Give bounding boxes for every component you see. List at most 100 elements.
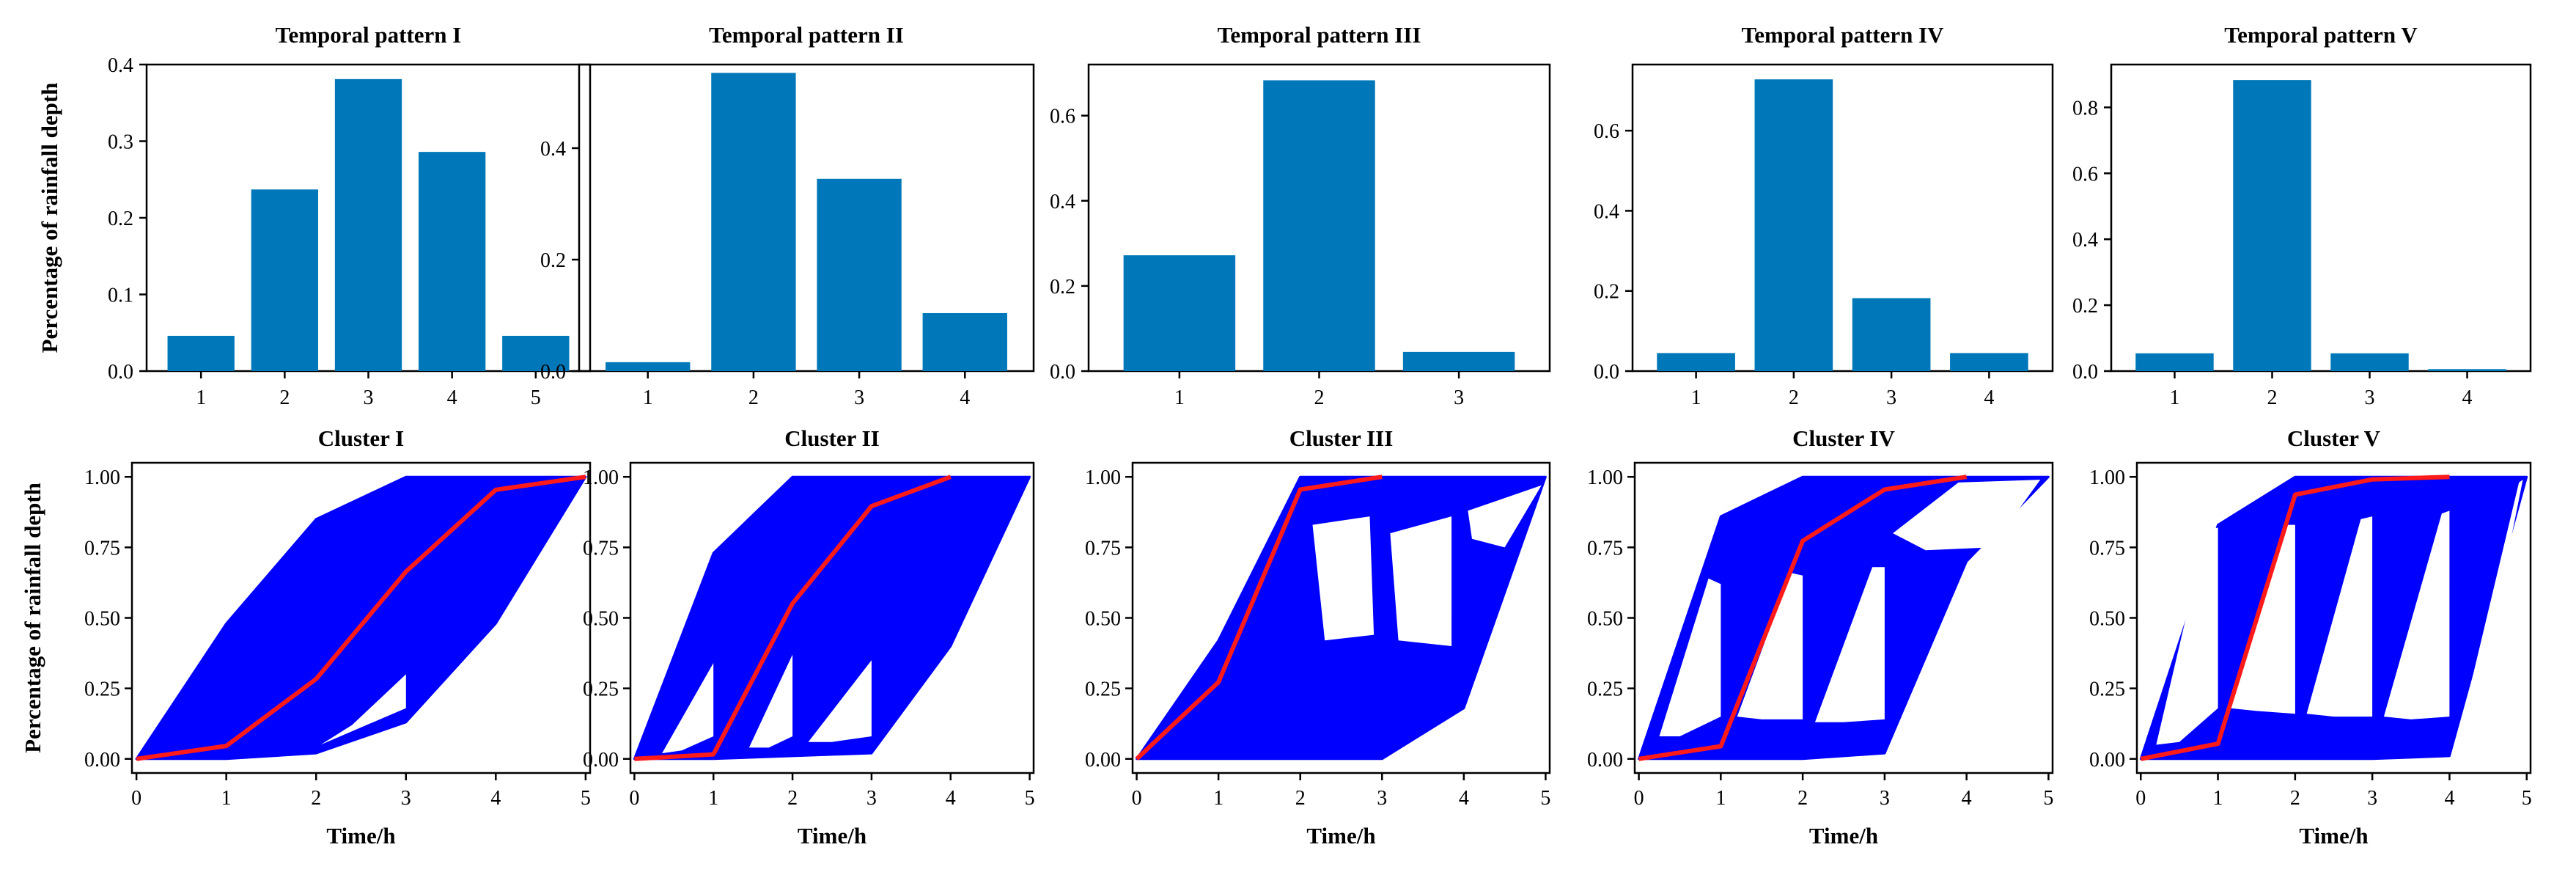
y-tick-label: 1.00 <box>1587 466 1623 489</box>
x-tick-label: 4 <box>2444 787 2454 810</box>
y-tick-label: 0.0 <box>540 361 566 384</box>
band-gap <box>1468 485 1542 548</box>
chart-title: Temporal pattern I <box>276 22 462 48</box>
chart-title: Temporal pattern V <box>2224 22 2418 48</box>
chart-title: Cluster I <box>318 425 404 451</box>
x-tick-label: 0 <box>131 787 141 810</box>
y-tick-label: 0.00 <box>2089 749 2125 772</box>
x-tick-label: 3 <box>401 787 411 810</box>
x-axis-label: Time/h <box>1306 823 1375 849</box>
y-tick-label: 0.00 <box>1085 749 1121 772</box>
y-tick-label: 1.00 <box>1085 466 1121 489</box>
x-tick-label: 4 <box>1459 787 1469 810</box>
bar-2 <box>1263 80 1375 371</box>
x-axis-label: Time/h <box>1809 823 1878 849</box>
band-gap <box>2156 527 2218 745</box>
y-tick-label: 0.2 <box>108 208 133 230</box>
band-gap <box>1390 516 1452 646</box>
band-gap <box>2461 480 2523 731</box>
x-tick-label: 5 <box>2522 787 2532 810</box>
y-tick-label: 0.75 <box>1085 537 1121 560</box>
bar-4 <box>922 312 1007 371</box>
band-gap <box>808 660 872 742</box>
x-tick-label: 5 <box>1540 787 1550 810</box>
y-tick-label: 0.4 <box>540 138 566 161</box>
x-tick-label: 0 <box>629 787 639 810</box>
x-tick-label: 2 <box>1789 386 1799 409</box>
x-tick-label: 1 <box>643 386 653 409</box>
y-axis-label: Percentage of rainfall depth <box>20 483 45 753</box>
y-tick-label: 0.1 <box>108 285 133 307</box>
y-tick-label: 0.25 <box>2089 678 2125 701</box>
x-tick-label: 1 <box>196 386 206 409</box>
y-tick-label: 0.75 <box>583 537 619 560</box>
band-gap <box>1893 480 2041 551</box>
x-tick-label: 0 <box>1634 787 1644 810</box>
y-tick-label: 0.2 <box>1594 281 1619 304</box>
band-gap <box>1814 567 1885 722</box>
y-tick-label: 0.50 <box>84 608 120 631</box>
y-tick-label: 0.75 <box>1587 537 1623 560</box>
bar-4 <box>418 152 486 371</box>
bar-2 <box>251 189 319 371</box>
x-tick-label: 3 <box>1454 386 1464 409</box>
bar-1 <box>2135 353 2214 371</box>
chart-title: Temporal pattern II <box>709 22 904 48</box>
band-gap <box>1312 516 1375 641</box>
x-tick-label: 3 <box>1886 386 1896 409</box>
x-axis-label: Time/h <box>326 823 395 849</box>
x-tick-label: 4 <box>946 787 956 810</box>
x-tick-label: 0 <box>1132 787 1142 810</box>
x-tick-label: 2 <box>1797 787 1808 810</box>
bar-3 <box>334 78 402 371</box>
chart-title: Cluster III <box>1289 425 1394 451</box>
y-tick-label: 0.00 <box>1587 749 1623 772</box>
y-tick-label: 0.6 <box>1050 106 1075 128</box>
y-tick-label: 0.2 <box>1050 276 1075 298</box>
bar-5 <box>502 335 570 371</box>
centroid-line <box>634 475 952 761</box>
bar-3 <box>1852 298 1931 371</box>
y-tick-label: 0.8 <box>2072 97 2098 120</box>
y-tick-label: 0.0 <box>1594 361 1619 384</box>
y-tick-label: 0.25 <box>1085 678 1121 701</box>
x-tick-label: 4 <box>2462 386 2473 409</box>
chart-title: Temporal pattern IV <box>1741 22 1944 48</box>
chart-title: Cluster V <box>2287 425 2381 451</box>
x-tick-label: 5 <box>581 787 591 810</box>
centroid-line <box>1638 475 1968 761</box>
band-gap <box>662 663 714 754</box>
x-tick-label: 3 <box>1377 787 1387 810</box>
x-tick-label: 2 <box>1295 787 1306 810</box>
x-tick-label: 1 <box>1213 787 1223 810</box>
y-tick-label: 1.00 <box>583 466 619 489</box>
band-gap <box>2306 516 2373 717</box>
x-tick-label: 0 <box>2135 787 2146 810</box>
y-tick-label: 0.6 <box>2072 163 2098 186</box>
x-tick-label: 4 <box>1962 787 1972 810</box>
cumulative-curves-band <box>633 475 1031 761</box>
bar-1 <box>1123 255 1236 371</box>
x-tick-label: 2 <box>311 787 321 810</box>
x-tick-label: 5 <box>1025 787 1035 810</box>
x-tick-label: 5 <box>531 386 541 409</box>
x-tick-label: 5 <box>2043 787 2053 810</box>
y-tick-label: 0.75 <box>84 537 120 560</box>
chart-title: Cluster IV <box>1792 425 1895 451</box>
y-tick-label: 0.0 <box>108 361 133 384</box>
band-gap <box>748 654 793 748</box>
y-tick-label: 0.00 <box>583 749 619 772</box>
plot-frame <box>578 63 1035 373</box>
x-tick-label: 4 <box>960 386 970 409</box>
bar-3 <box>817 178 902 372</box>
y-axis-label: Percentage of rainfall depth <box>37 83 62 353</box>
y-tick-label: 1.00 <box>84 466 120 489</box>
bar-3 <box>1402 351 1515 371</box>
y-tick-label: 0.2 <box>2072 295 2098 318</box>
y-tick-label: 0.4 <box>1050 191 1075 213</box>
bar-1 <box>167 335 235 371</box>
x-axis-label: Time/h <box>798 823 866 849</box>
x-tick-label: 3 <box>854 386 864 409</box>
y-tick-label: 0.3 <box>108 131 133 154</box>
